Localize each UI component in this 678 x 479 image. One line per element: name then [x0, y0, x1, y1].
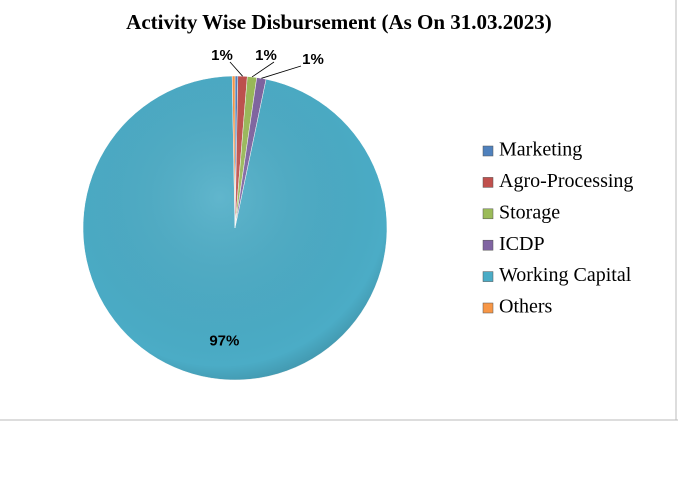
legend-label: Others: [499, 296, 553, 318]
legend-swatch: [482, 271, 494, 282]
legend-swatch: [482, 177, 494, 188]
legend-label: Agro-Processing: [499, 170, 633, 192]
chart-title: Activity Wise Disbursement (As On 31.03.…: [126, 10, 552, 34]
legend-swatch: [482, 208, 494, 220]
legend-label: Working Capital: [499, 264, 632, 286]
legend-swatch: [482, 145, 494, 157]
legend-swatch: [482, 302, 494, 314]
data-label: 1%: [211, 47, 233, 64]
leader-line: [251, 61, 275, 78]
leader-line: [229, 61, 243, 77]
legend-label: ICDP: [499, 233, 545, 255]
data-label: 1%: [255, 47, 277, 64]
leader-line: [261, 65, 302, 79]
legend-swatch: [482, 239, 494, 251]
legend-label: Storage: [499, 201, 560, 223]
data-label: 1%: [302, 51, 324, 68]
legend-label: Marketing: [499, 139, 582, 161]
data-label: 97%: [209, 332, 239, 349]
